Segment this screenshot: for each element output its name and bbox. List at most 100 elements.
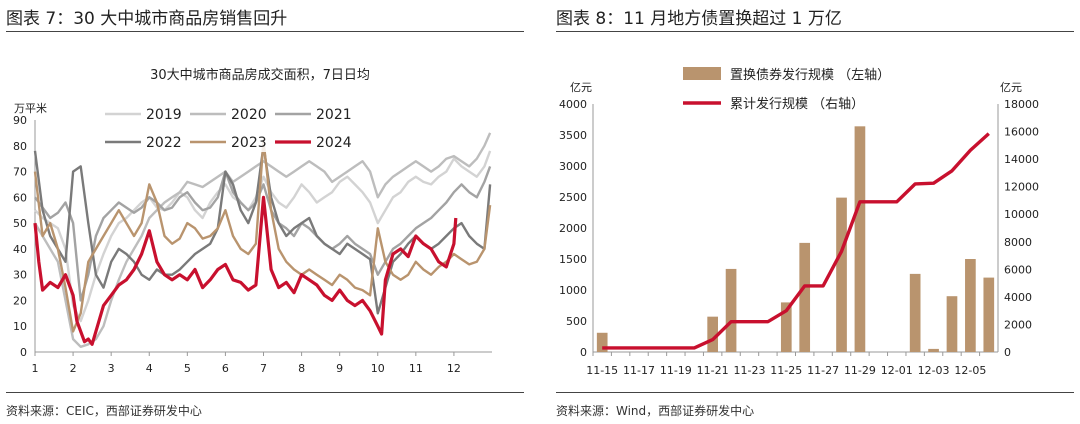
left-x-tick-label: 10 <box>371 362 385 375</box>
left-top-rule <box>6 31 524 32</box>
left-y-axis-label: 万平米 <box>14 102 47 115</box>
right-x-tick-label: 11-25 <box>770 364 802 377</box>
right-right-y-tick-label: 0 <box>1004 346 1011 359</box>
right-left-y-tick-label: 2000 <box>559 222 587 235</box>
right-bar-11-25 <box>780 302 792 352</box>
left-legend-backdrop <box>103 130 185 152</box>
left-series-line-2022 <box>33 144 492 315</box>
left-y-tick-label: 50 <box>13 217 27 230</box>
left-legend-label-2021: 2021 <box>316 107 352 123</box>
left-series-line-2020 <box>33 132 492 348</box>
right-x-tick-label: 11-19 <box>660 364 692 377</box>
left-x-tick-label: 6 <box>222 362 229 375</box>
left-x-tick-label: 12 <box>447 362 461 375</box>
right-left-y-tick-label: 3000 <box>559 160 587 173</box>
right-right-y-tick-label: 14000 <box>1004 153 1039 166</box>
left-y-tick-label: 10 <box>13 320 27 333</box>
right-bar-12-02 <box>909 273 921 352</box>
left-bottom-rule <box>6 392 524 393</box>
right-right-y-tick-label: 10000 <box>1004 208 1039 221</box>
left-x-tick-label: 5 <box>184 362 191 375</box>
right-x-tick-label: 12-05 <box>954 364 986 377</box>
right-right-y-tick-label: 18000 <box>1004 98 1039 111</box>
right-left-y-tick-label: 1000 <box>559 284 587 297</box>
right-bottom-rule <box>556 392 1074 393</box>
right-x-tick-label: 12-03 <box>918 364 950 377</box>
right-bar-11-21 <box>707 316 718 352</box>
left-legend-label-2023: 2023 <box>231 135 267 151</box>
right-x-tick-label: 12-01 <box>881 364 913 377</box>
left-legend-label-2019: 2019 <box>146 107 182 123</box>
left-chart-title: 30大中城市商品房成交面积，7日日均 <box>150 67 370 83</box>
left-y-tick-label: 90 <box>13 114 27 127</box>
right-top-rule <box>556 31 1074 32</box>
right-left-y-tick-label: 500 <box>566 315 587 328</box>
right-x-tick-label: 11-23 <box>733 364 765 377</box>
left-series-line-2021 <box>34 165 492 302</box>
right-bar-11-26 <box>799 242 811 352</box>
right-legend-label-bar: 置换债券发行规模 （左轴） <box>730 67 890 83</box>
right-figure-title: 图表 8：11 月地方债置换超过 1 万亿 <box>556 9 842 29</box>
right-right-y-tick-label: 12000 <box>1004 181 1039 194</box>
right-right-y-tick-label: 4000 <box>1004 291 1032 304</box>
right-left-y-tick-label: 4000 <box>559 98 587 111</box>
left-y-tick-label: 30 <box>13 269 27 282</box>
left-x-tick-label: 8 <box>298 362 305 375</box>
right-figure-panel: 图表 8：11 月地方债置换超过 1 万亿 亿元 亿元 0 500 1000 1500… <box>550 0 1080 424</box>
left-figure-panel: 图表 7：30 大中城市商品房销售回升 30大中城市商品房成交面积，7日日均 万… <box>0 0 530 424</box>
left-x-tick-label: 9 <box>336 362 343 375</box>
left-x-tick-label: 4 <box>146 362 153 375</box>
left-x-tick-label: 2 <box>70 362 77 375</box>
left-legend-backdrop <box>273 130 355 152</box>
left-legend-label-2020: 2020 <box>231 107 267 123</box>
left-y-tick-label: 60 <box>13 191 27 204</box>
left-y-tick-label: 70 <box>13 166 27 179</box>
right-x-tick-label: 11-15 <box>586 364 618 377</box>
right-cumulative-line <box>602 132 990 350</box>
left-line-chart: 30大中城市商品房成交面积，7日日均 万平米 0 10 20 30 40 50 60 70 80… <box>13 67 492 375</box>
left-legend-backdrop <box>188 102 270 124</box>
right-bar-12-03 <box>928 348 939 352</box>
left-legend-backdrop <box>273 102 355 124</box>
left-x-tick-label: 11 <box>409 362 423 375</box>
right-right-y-tick-label: 16000 <box>1004 126 1039 139</box>
left-x-tick-label: 1 <box>32 362 39 375</box>
right-left-y-tick-label: 3500 <box>559 129 587 142</box>
left-y-tick-label: 80 <box>13 140 27 153</box>
left-series-line-2019 <box>34 150 492 323</box>
left-series-line-2023 <box>33 139 492 333</box>
right-left-y-tick-label: 1500 <box>559 253 587 266</box>
left-legend-label-2024: 2024 <box>316 135 352 151</box>
left-legend-backdrop <box>188 130 270 152</box>
left-series-line-2024 <box>33 195 458 346</box>
right-bar-line-chart: 亿元 亿元 0 500 1000 1500 2000 2500 3000 3500 4000 0 2… <box>559 67 1039 377</box>
left-x-tick-label: 3 <box>108 362 115 375</box>
right-left-y-tick-label: 0 <box>580 346 587 359</box>
right-right-y-tick-label: 2000 <box>1004 318 1032 331</box>
right-legend-label-line: 累计发行规模 （右轴） <box>730 96 864 112</box>
left-figure-title: 图表 7：30 大中城市商品房销售回升 <box>6 9 288 29</box>
right-x-tick-label: 11-27 <box>807 364 839 377</box>
right-bar-11-29 <box>854 126 866 352</box>
left-y-tick-label: 20 <box>13 294 27 307</box>
right-legend-swatch-bar <box>683 67 721 80</box>
right-left-axis-label: 亿元 <box>570 81 592 94</box>
right-bar-12-04 <box>946 296 958 352</box>
right-x-tick-label: 11-29 <box>844 364 876 377</box>
right-source-note: 资料来源：Wind，西部证券研发中心 <box>556 404 755 418</box>
right-right-axis-label: 亿元 <box>1000 81 1022 94</box>
right-bar-11-22 <box>725 268 737 352</box>
right-right-y-tick-label: 6000 <box>1004 263 1032 276</box>
right-bar-12-06 <box>983 277 995 352</box>
right-bar-11-15 <box>596 332 608 352</box>
right-left-y-tick-label: 2500 <box>559 191 587 204</box>
right-right-y-tick-label: 8000 <box>1004 236 1032 249</box>
left-y-tick-label: 40 <box>13 243 27 256</box>
right-bar-11-28 <box>836 197 847 352</box>
right-x-tick-label: 11-21 <box>697 364 729 377</box>
left-y-tick-label: 0 <box>20 346 27 359</box>
left-legend-backdrop <box>103 102 185 124</box>
left-legend-label-2022: 2022 <box>146 135 182 151</box>
right-bar-12-05 <box>965 259 976 352</box>
right-x-tick-label: 11-17 <box>623 364 655 377</box>
